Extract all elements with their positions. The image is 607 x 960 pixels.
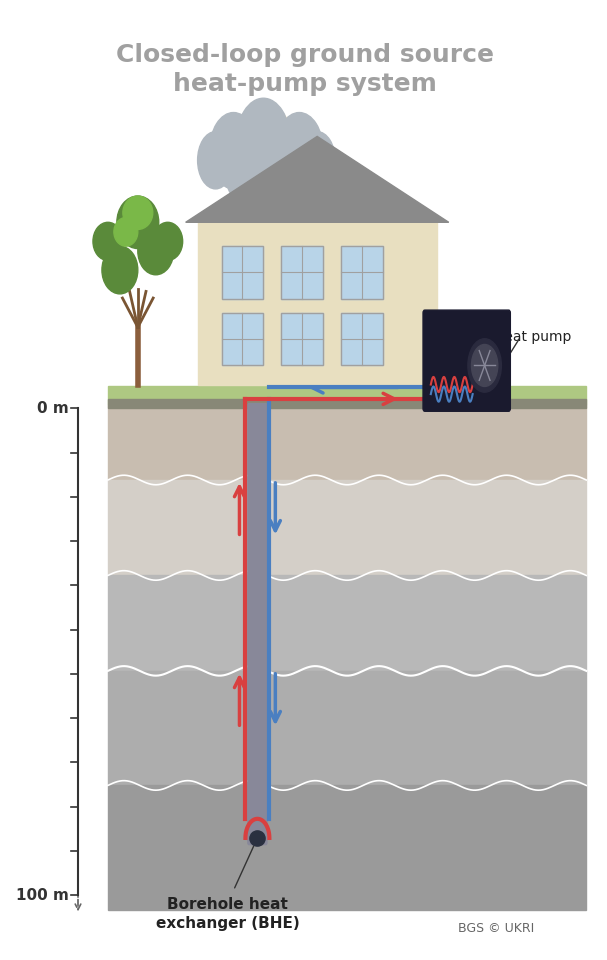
- Ellipse shape: [117, 196, 159, 249]
- Bar: [281, 313, 323, 366]
- Bar: [341, 246, 383, 299]
- Text: heat-pump system: heat-pump system: [174, 72, 437, 96]
- FancyBboxPatch shape: [281, 246, 323, 299]
- FancyBboxPatch shape: [423, 310, 510, 411]
- Ellipse shape: [93, 223, 123, 260]
- Bar: [108, 387, 586, 403]
- Bar: [108, 575, 586, 671]
- Circle shape: [266, 136, 308, 204]
- Ellipse shape: [114, 218, 138, 246]
- Circle shape: [468, 339, 501, 393]
- Text: 0 m: 0 m: [37, 401, 69, 416]
- Polygon shape: [186, 136, 449, 223]
- Text: Closed-loop ground source: Closed-loop ground source: [116, 43, 494, 67]
- FancyBboxPatch shape: [222, 246, 263, 299]
- Bar: [108, 398, 586, 408]
- FancyBboxPatch shape: [198, 223, 437, 385]
- Bar: [108, 480, 586, 575]
- Circle shape: [225, 136, 266, 204]
- Ellipse shape: [102, 246, 138, 294]
- FancyBboxPatch shape: [341, 313, 383, 366]
- Bar: [341, 313, 383, 366]
- Bar: [222, 246, 263, 299]
- Circle shape: [209, 112, 257, 189]
- Text: exchanger (BHE): exchanger (BHE): [155, 916, 299, 931]
- FancyBboxPatch shape: [341, 246, 383, 299]
- Point: [253, 830, 262, 846]
- FancyBboxPatch shape: [281, 313, 323, 366]
- FancyBboxPatch shape: [248, 403, 267, 845]
- Circle shape: [472, 345, 498, 387]
- Ellipse shape: [153, 223, 183, 260]
- Circle shape: [276, 112, 323, 189]
- Ellipse shape: [123, 196, 153, 229]
- Text: 100 m: 100 m: [16, 888, 69, 902]
- Bar: [108, 403, 586, 480]
- Circle shape: [231, 103, 296, 208]
- Bar: [108, 671, 586, 785]
- FancyBboxPatch shape: [222, 313, 263, 366]
- Ellipse shape: [138, 228, 174, 275]
- Bar: [222, 313, 263, 366]
- Text: BGS © UKRI: BGS © UKRI: [458, 923, 535, 935]
- Bar: [108, 785, 586, 909]
- Circle shape: [299, 132, 335, 189]
- Circle shape: [237, 98, 290, 184]
- Text: Heat pump: Heat pump: [493, 330, 571, 344]
- Bar: [281, 246, 323, 299]
- Text: Borehole heat: Borehole heat: [167, 898, 288, 912]
- Circle shape: [237, 112, 290, 199]
- Circle shape: [198, 132, 234, 189]
